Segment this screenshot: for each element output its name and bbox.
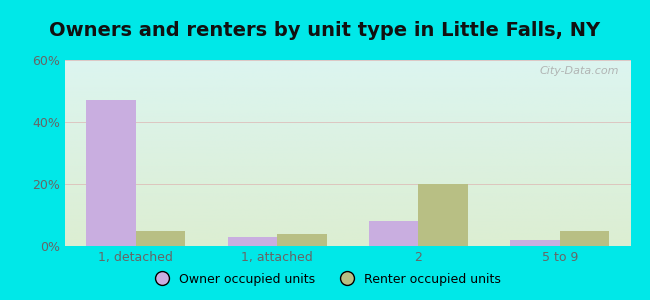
- Bar: [369, 221, 419, 246]
- Bar: [510, 240, 560, 246]
- Text: City-Data.com: City-Data.com: [540, 66, 619, 76]
- Bar: [227, 237, 277, 246]
- Bar: [419, 184, 468, 246]
- Bar: [560, 230, 609, 246]
- Text: Owners and renters by unit type in Little Falls, NY: Owners and renters by unit type in Littl…: [49, 21, 601, 40]
- Bar: [277, 234, 326, 246]
- Bar: [136, 230, 185, 246]
- Legend: Owner occupied units, Renter occupied units: Owner occupied units, Renter occupied un…: [144, 268, 506, 291]
- Bar: [86, 100, 136, 246]
